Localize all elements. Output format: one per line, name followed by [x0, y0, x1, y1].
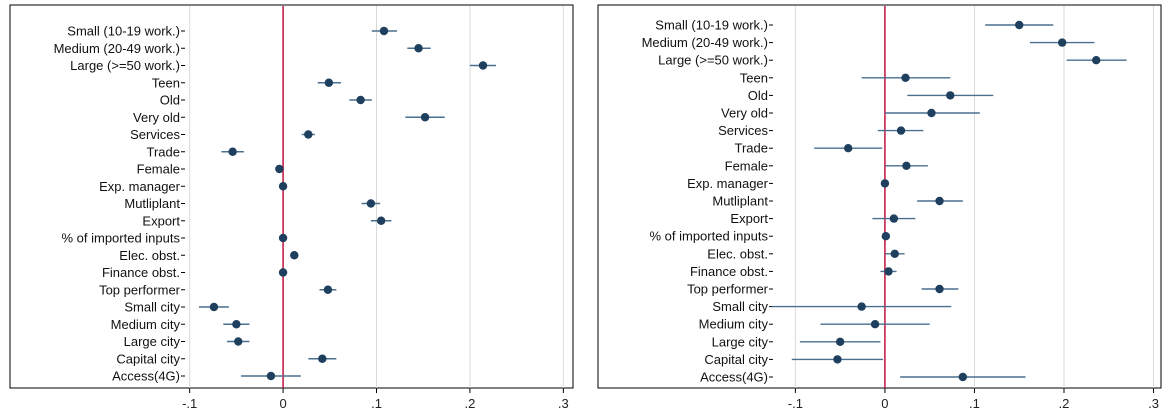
right-point-9: [880, 179, 890, 188]
left-point-6: [304, 130, 313, 139]
panel-left-frame: [9, 4, 574, 389]
left-point-20: [266, 371, 276, 381]
right-point-14: [884, 267, 893, 276]
right-x-tick-label-2: .1: [969, 396, 980, 411]
right-category-label-5: Very old: [721, 106, 768, 121]
left-x-tick-label-1: 0: [279, 396, 286, 411]
left-category-label-2: Large (>=50 work.): [70, 58, 180, 73]
right-point-11: [889, 214, 899, 223]
right-point-18: [835, 337, 845, 346]
right-category-label-2: Large (>=50 work.): [658, 53, 768, 68]
right-category-label-10: Mutliplant: [712, 194, 768, 209]
left-point-11: [376, 216, 386, 225]
right-category-label-11: Export: [730, 211, 768, 226]
left-category-label-14: Finance obst.: [102, 265, 180, 280]
right-point-12: [881, 232, 891, 241]
right-x-tick-label-0: -.1: [788, 396, 803, 411]
right-point-2: [1092, 56, 1101, 65]
left-point-16: [209, 302, 219, 312]
right-x-tick-label-3: .2: [1059, 396, 1070, 411]
left-category-label-20: Access(4G): [112, 369, 180, 384]
left-point-4: [356, 95, 365, 105]
left-point-1: [414, 44, 423, 53]
left-category-label-4: Old: [160, 93, 180, 108]
right-category-label-16: Small city: [712, 299, 768, 314]
left-category-label-17: Medium city: [111, 317, 181, 332]
left-category-label-10: Mutliplant: [124, 196, 180, 211]
right-point-7: [844, 144, 853, 153]
right-category-label-15: Top performer: [687, 282, 769, 297]
left-category-label-11: Export: [142, 213, 180, 228]
right-point-19: [833, 355, 842, 364]
right-point-20: [958, 372, 968, 382]
left-point-17: [232, 320, 241, 329]
left-x-tick-label-2: .1: [371, 396, 382, 411]
left-category-label-1: Medium (20-49 work.): [54, 41, 180, 56]
left-point-7: [228, 147, 237, 156]
left-category-label-13: Elec. obst.: [119, 248, 180, 263]
left-point-19: [318, 354, 327, 363]
left-point-9: [278, 182, 288, 191]
right-category-label-13: Elec. obst.: [707, 246, 768, 261]
right-category-label-8: Female: [725, 158, 768, 173]
right-category-label-0: Small (10-19 work.): [655, 18, 768, 33]
left-category-label-19: Capital city: [116, 351, 180, 366]
left-category-label-12: % of imported inputs: [61, 231, 180, 246]
right-category-label-7: Trade: [735, 141, 768, 156]
left-point-18: [234, 337, 243, 346]
right-point-16: [857, 302, 866, 311]
left-point-2: [478, 61, 488, 70]
right-point-10: [935, 196, 944, 206]
left-x-tick-label-3: .2: [464, 396, 475, 411]
right-category-label-19: Capital city: [704, 352, 768, 367]
right-x-tick-label-1: 0: [881, 396, 888, 411]
left-point-5: [420, 113, 430, 122]
left-category-label-18: Large city: [124, 334, 181, 349]
left-x-tick-label-4: .3: [558, 396, 569, 411]
right-point-8: [902, 161, 911, 170]
left-point-13: [290, 251, 299, 260]
left-point-8: [275, 164, 284, 174]
left-category-label-8: Female: [137, 162, 180, 177]
left-point-0: [379, 26, 389, 36]
right-point-5: [927, 108, 936, 118]
left-point-3: [324, 78, 334, 87]
left-category-label-16: Small city: [124, 300, 180, 315]
right-point-0: [1015, 20, 1024, 30]
left-point-14: [278, 268, 288, 277]
right-category-label-3: Teen: [740, 70, 768, 85]
right-point-1: [1057, 38, 1067, 47]
left-category-label-5: Very old: [133, 110, 180, 125]
right-category-label-20: Access(4G): [700, 370, 768, 385]
right-category-label-4: Old: [748, 88, 768, 103]
right-point-3: [901, 73, 910, 83]
right-point-13: [890, 249, 899, 258]
left-category-label-0: Small (10-19 work.): [67, 24, 180, 39]
right-category-label-1: Medium (20-49 work.): [642, 35, 768, 50]
left-category-label-9: Exp. manager: [99, 179, 181, 194]
right-point-4: [946, 91, 955, 100]
left-point-15: [323, 285, 333, 294]
right-category-label-12: % of imported inputs: [649, 229, 768, 244]
right-category-label-17: Medium city: [699, 317, 769, 332]
right-category-label-14: Finance obst.: [690, 264, 768, 279]
right-point-17: [870, 320, 880, 329]
left-category-label-15: Top performer: [99, 282, 181, 297]
right-point-15: [935, 284, 944, 294]
left-x-tick-label-0: -.1: [182, 396, 197, 411]
left-point-10: [366, 199, 376, 208]
right-category-label-9: Exp. manager: [687, 176, 769, 191]
right-point-6: [896, 126, 906, 135]
right-x-tick-label-4: .3: [1148, 396, 1159, 411]
right-category-label-18: Large city: [712, 334, 769, 349]
left-category-label-7: Trade: [147, 144, 180, 159]
right-category-label-6: Services: [718, 123, 768, 138]
left-point-12: [278, 233, 288, 243]
left-category-label-6: Services: [130, 127, 180, 142]
left-category-label-3: Teen: [152, 75, 180, 90]
